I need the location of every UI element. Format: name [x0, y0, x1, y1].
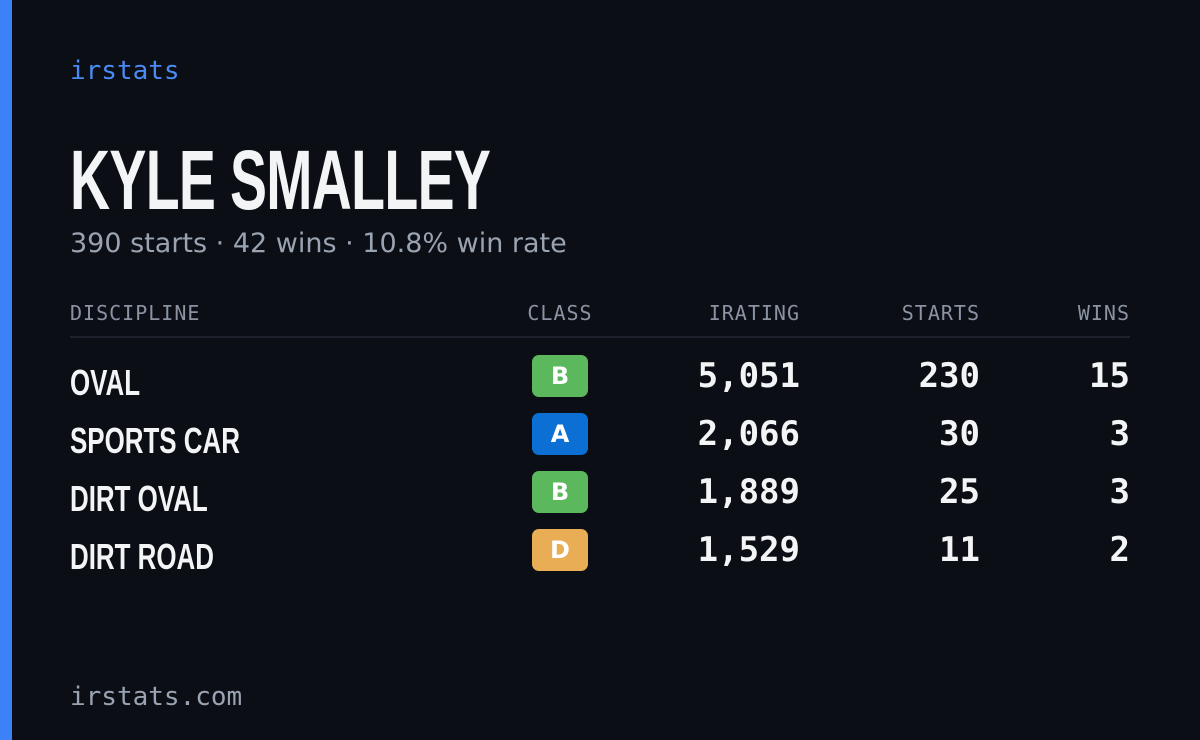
starts: 230 [918, 356, 980, 396]
class-badge: A [532, 413, 588, 455]
wins: 3 [1109, 414, 1130, 454]
starts: 30 [939, 414, 980, 454]
discipline: DIRT OVAL [70, 478, 208, 519]
column-header: STARTS [901, 301, 980, 325]
irating: 5,051 [697, 356, 800, 396]
starts: 11 [939, 530, 980, 570]
wins: 2 [1109, 530, 1130, 570]
starts: 25 [939, 472, 980, 512]
column-header: CLASS [527, 301, 593, 325]
column-header: WINS [1077, 301, 1130, 325]
accent-bar [0, 0, 12, 740]
irating: 1,529 [697, 530, 800, 570]
column-header: DISCIPLINE [70, 301, 201, 325]
class-badge: B [532, 471, 588, 513]
class-badge: D [532, 529, 588, 571]
class-badge: B [532, 355, 588, 397]
discipline: SPORTS CAR [70, 420, 240, 461]
wins: 15 [1089, 356, 1130, 396]
wins: 3 [1109, 472, 1130, 512]
irating: 1,889 [697, 472, 800, 512]
discipline: DIRT ROAD [70, 536, 214, 577]
footer: irstats.com [70, 682, 243, 712]
header-rule [70, 336, 1130, 338]
irating: 2,066 [697, 414, 800, 454]
brand: irstats [70, 56, 180, 86]
discipline: OVAL [70, 362, 141, 403]
player-summary: 390 starts · 42 wins · 10.8% win rate [70, 228, 567, 259]
player-name: KYLE SMALLEY [70, 133, 491, 227]
column-header: IRATING [708, 301, 800, 325]
